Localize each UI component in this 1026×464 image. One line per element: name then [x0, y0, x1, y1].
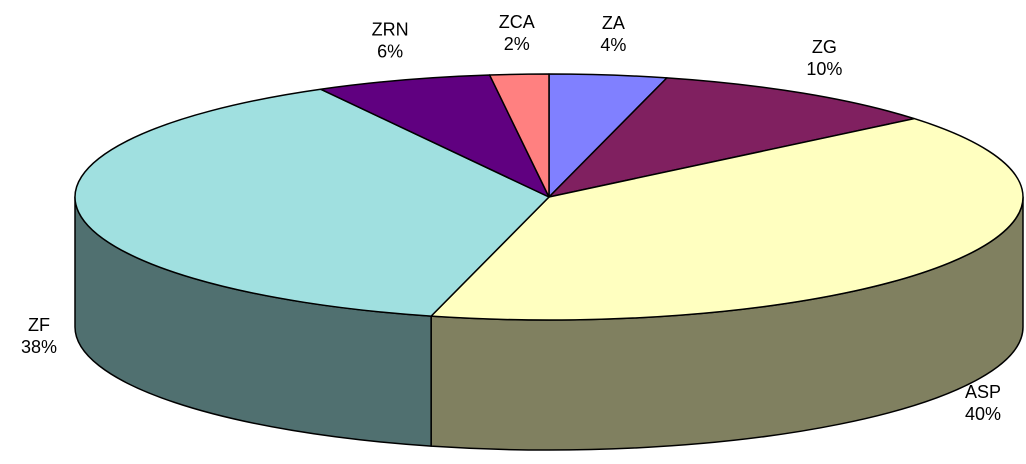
slice-label-name: ASP: [965, 382, 1001, 402]
slice-label-value: 38%: [21, 337, 57, 357]
pie-slice: [488, 73, 550, 198]
slice-label-name: ZRN: [372, 20, 409, 40]
slice-label-name: ZF: [28, 315, 50, 335]
pie-slice: [319, 74, 550, 198]
slice-label-value: 10%: [806, 59, 842, 79]
pie-slice: [430, 117, 1024, 321]
pie-slice: [74, 88, 550, 317]
slice-label-value: 4%: [600, 35, 626, 55]
slice-label-value: 6%: [377, 42, 403, 62]
slice-label-name: ZA: [602, 13, 625, 33]
slice-label-name: ZCA: [499, 12, 535, 32]
slice-label-value: 2%: [504, 34, 530, 54]
slice-label-name: ZG: [812, 37, 837, 57]
pie-slice: [548, 77, 915, 198]
slice-label-value: 40%: [965, 404, 1001, 424]
